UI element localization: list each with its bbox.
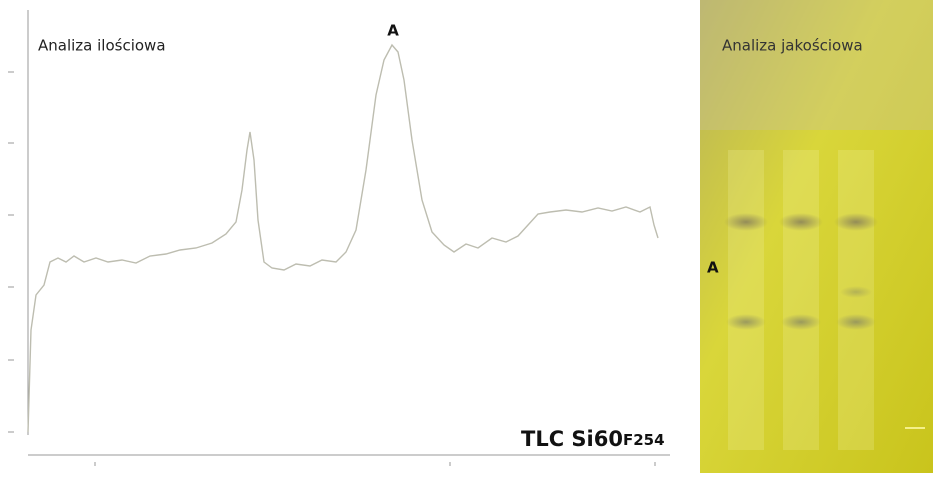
- trace: [27, 43, 659, 433]
- panel-title: Analiza jakościowa: [722, 37, 863, 55]
- plate-main: TLC Si60: [521, 427, 623, 451]
- zone-label: A: [707, 259, 719, 277]
- panel-title: Analiza ilościowa: [38, 37, 166, 55]
- axis-ticks: [8, 71, 656, 466]
- plate-sub: F254: [623, 431, 665, 449]
- plate-label: TLC Si60F254: [521, 427, 665, 451]
- peak-label: A: [387, 22, 399, 40]
- tlc-plate: Analiza jakościowa A: [700, 0, 933, 473]
- densitogram: Analiza ilościowa A TLC Si60F254: [8, 10, 670, 466]
